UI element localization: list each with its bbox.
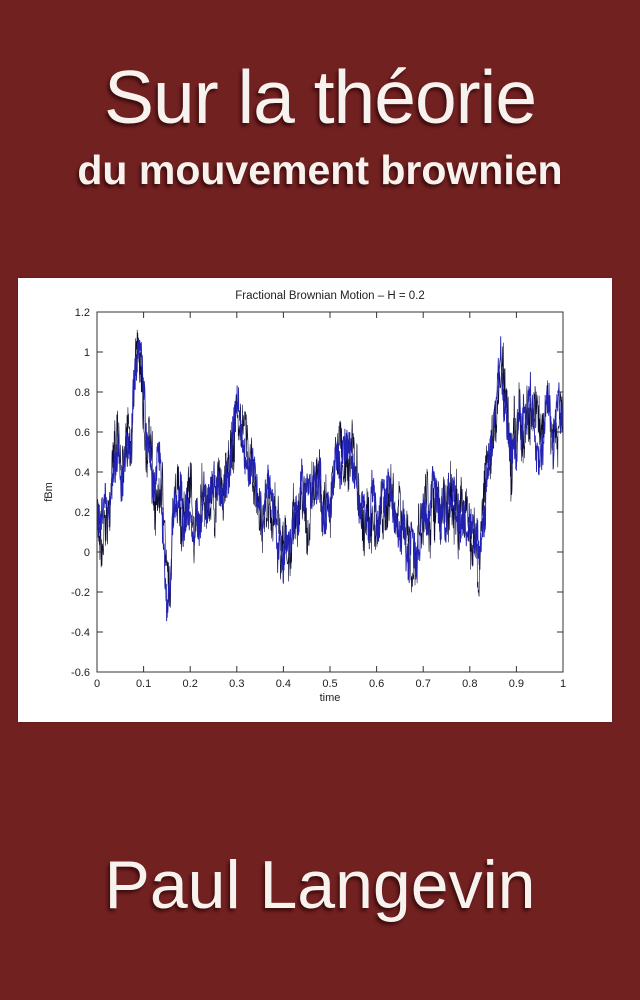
x-tick-label: 0.2 [183,678,198,690]
book-title-line2: du mouvement brownien [77,147,563,193]
fbm-chart: 0 0.1 0.2 0.3 0.4 0.5 0.6 0.7 0.8 0.9 1 -0.6 -0.4 -0.… [43,290,566,704]
book-author: Paul Langevin [104,847,536,923]
y-tick-label: -0.4 [71,627,90,639]
x-tick-label: 0.8 [462,678,477,690]
y-tick-label: 1.2 [75,307,90,319]
y-tick-label: 0.2 [75,507,90,519]
x-tick-label: 0.5 [322,678,337,690]
figure-panel: 0 0.1 0.2 0.3 0.4 0.5 0.6 0.7 0.8 0.9 1 -0.6 -0.4 -0.… [18,278,612,722]
x-tick-label: 0.3 [229,678,244,690]
x-tick-label: 0.9 [509,678,524,690]
book-title-line1: Sur la théorie [103,55,537,139]
x-tick-label: 1 [560,678,566,690]
y-tick-label: -0.6 [71,667,90,679]
y-axis-label: fBm [43,482,55,502]
fbm-trace [96,336,564,622]
y-tick-label: 0.6 [75,427,90,439]
x-tick-label: 0.4 [276,678,291,690]
x-tick-label: 0.7 [416,678,431,690]
y-tick-label: 1 [84,347,90,359]
y-tick-label: -0.2 [71,587,90,599]
y-tick-label: 0.8 [75,387,90,399]
x-axis-label: time [320,692,341,704]
x-tick-label: 0.1 [136,678,151,690]
chart-title: Fractional Brownian Motion – H = 0.2 [235,290,425,302]
x-tick-label: 0 [94,678,100,690]
fbm-trace-shadow [96,329,564,608]
x-tick-label: 0.6 [369,678,384,690]
y-tick-label: 0.4 [75,467,90,479]
y-tick-label: 0 [84,547,90,559]
